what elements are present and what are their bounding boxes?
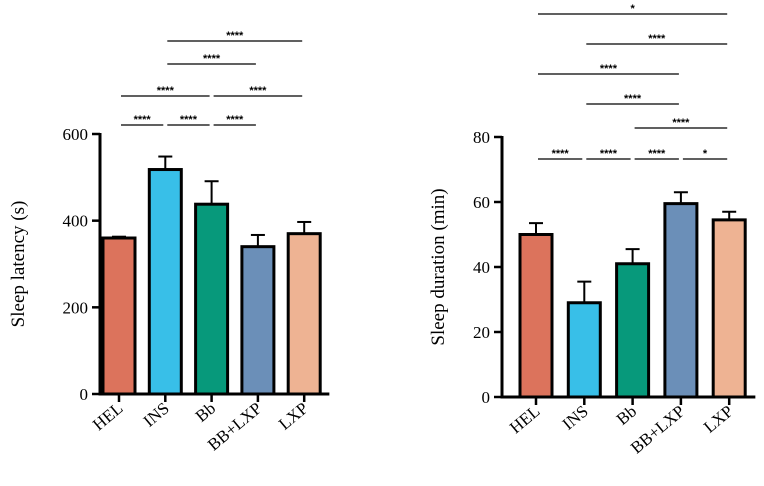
x-tick-label: LXP <box>275 399 312 434</box>
bar-lxp <box>711 218 747 399</box>
x-tick-label: INS <box>140 399 173 431</box>
bar-lxp <box>286 232 322 396</box>
y-tick-label: 400 <box>63 212 89 231</box>
significance-label: **** <box>672 117 690 129</box>
x-tick-label: Bb <box>613 402 640 429</box>
significance-label: **** <box>648 33 666 45</box>
bar-bblxp <box>240 245 276 396</box>
significance-label: **** <box>157 85 175 97</box>
significance-label: **** <box>249 85 267 97</box>
y-tick-label: 600 <box>63 125 89 144</box>
significance-label: **** <box>600 148 618 160</box>
y-tick-label: 60 <box>473 193 490 212</box>
y-tick-label: 200 <box>63 298 89 317</box>
y-tick-label: 0 <box>482 388 491 407</box>
x-tick-label: HEL <box>89 399 127 435</box>
significance-label: **** <box>203 53 221 65</box>
significance-label: **** <box>552 148 570 160</box>
bar-hel <box>518 233 554 399</box>
significance-label: **** <box>624 93 642 105</box>
significance-label: **** <box>134 114 152 126</box>
significance-label: **** <box>226 30 244 42</box>
significance-label: **** <box>648 148 666 160</box>
x-tick-label: LXP <box>700 402 737 437</box>
bar-bb <box>194 202 230 396</box>
y-tick-label: 0 <box>80 385 89 404</box>
significance-label: **** <box>600 63 618 75</box>
y-tick-label: 80 <box>473 128 490 147</box>
y-axis-title: Sleep latency (s) <box>8 201 29 328</box>
bar-hel <box>101 236 137 396</box>
significance-label: * <box>630 3 635 15</box>
significance-label: **** <box>226 114 244 126</box>
bar-bb <box>615 262 651 399</box>
y-axis-title: Sleep duration (min) <box>428 188 449 345</box>
y-tick-label: 40 <box>473 258 490 277</box>
significance-label: * <box>703 148 708 160</box>
x-tick-label: BB+LXP <box>627 402 689 458</box>
y-tick-label: 20 <box>473 323 490 342</box>
bar-ins <box>566 301 602 399</box>
bar-bblxp <box>663 202 699 399</box>
x-tick-label: INS <box>559 402 592 434</box>
significance-label: **** <box>180 114 198 126</box>
x-tick-label: HEL <box>506 402 544 438</box>
bar-ins <box>147 168 183 396</box>
x-tick-label: Bb <box>192 399 219 426</box>
